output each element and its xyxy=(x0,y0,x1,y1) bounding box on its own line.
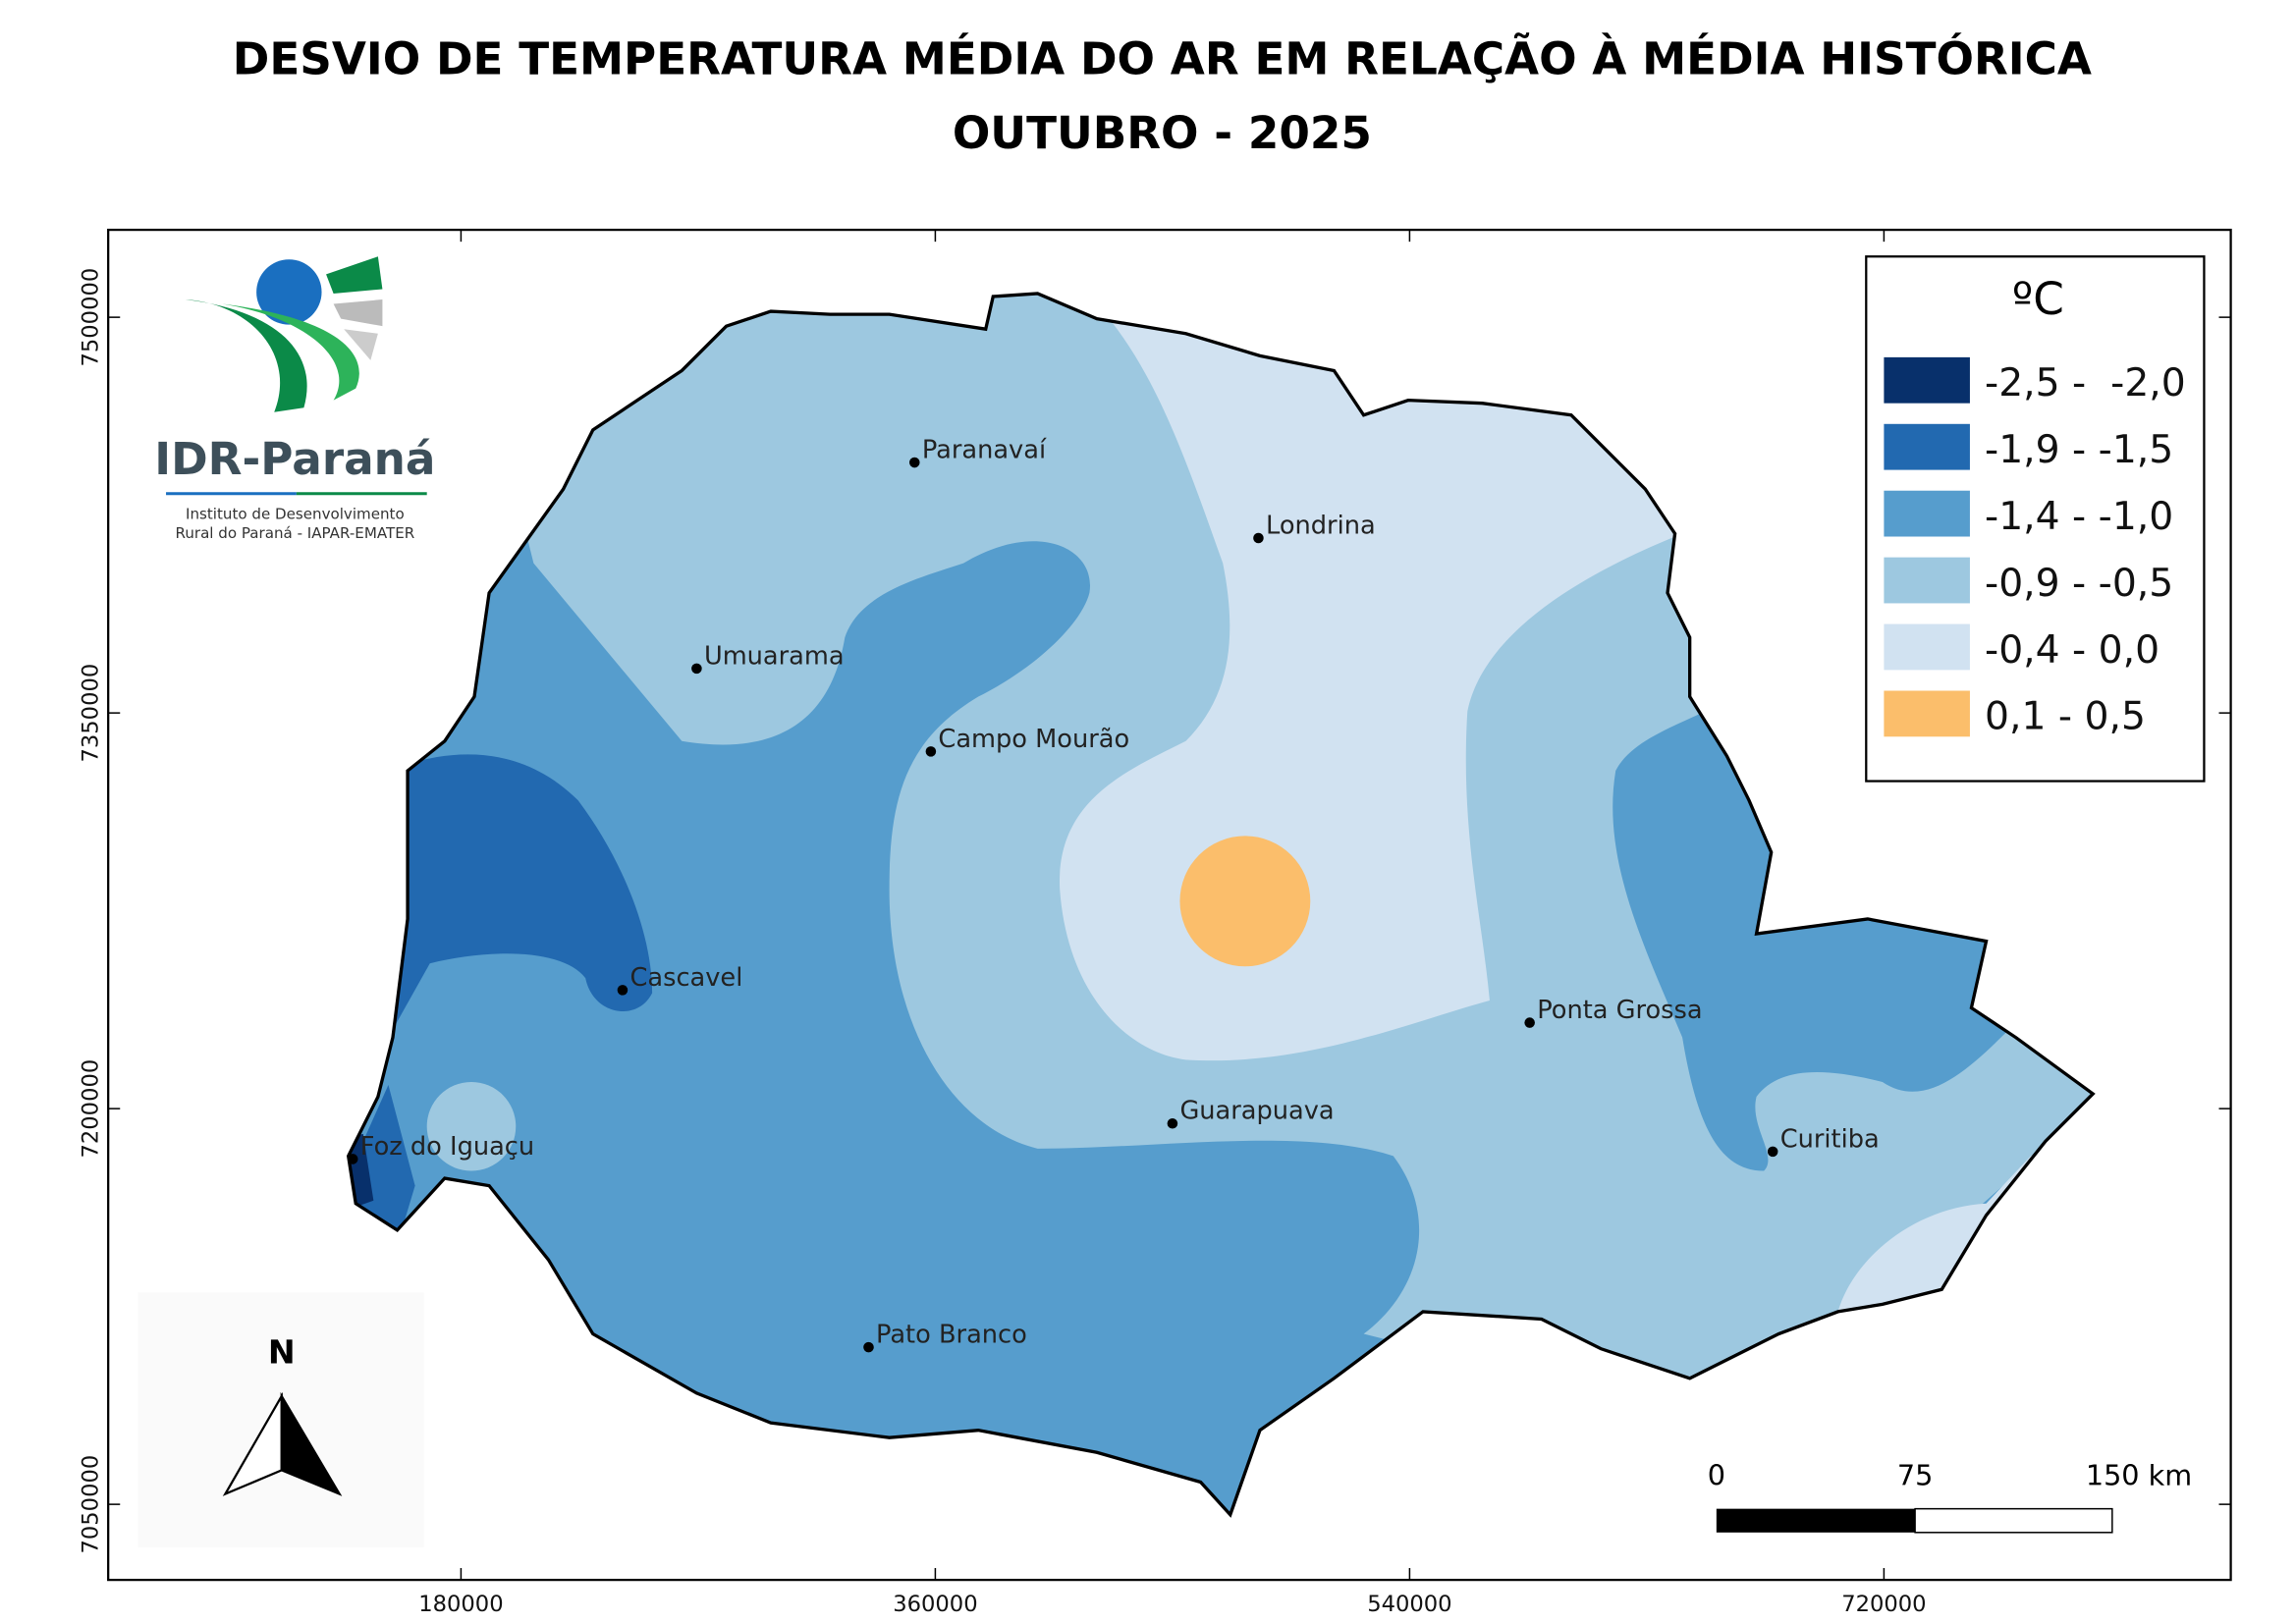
legend-label: -1,9 - -1,5 xyxy=(1985,428,2173,472)
legend-swatch xyxy=(1884,690,1970,737)
logo: IDR-Paraná Instituto de Desenvolvimento … xyxy=(154,256,435,542)
city-marker xyxy=(617,985,629,996)
city-label: Ponta Grossa xyxy=(1537,996,1702,1025)
legend-title: ºC xyxy=(2012,273,2064,325)
city-marker xyxy=(691,663,702,675)
scale-segment xyxy=(1716,1508,1916,1533)
north-arrow-right xyxy=(280,1391,343,1496)
city-marker xyxy=(1167,1117,1178,1129)
north-arrow: N xyxy=(137,1292,424,1547)
legend-swatch xyxy=(1884,423,1970,470)
logo-name: IDR-Paraná xyxy=(154,433,435,485)
city-label: Cascavel xyxy=(629,963,742,993)
legend-swatch xyxy=(1884,490,1970,537)
legend-label: -0,4 - 0,0 xyxy=(1985,628,2159,673)
city-label: Paranavaí xyxy=(922,436,1047,465)
city-marker xyxy=(1767,1146,1778,1158)
zone xyxy=(388,754,653,1038)
y-tick-label: 7200000 xyxy=(79,1059,104,1159)
scale-label: 75 xyxy=(1897,1459,1933,1492)
city-label: Londrina xyxy=(1266,511,1376,540)
legend-swatch xyxy=(1884,557,1970,604)
city-label: Pato Branco xyxy=(876,1321,1027,1350)
legend-label: -0,9 - -0,5 xyxy=(1985,562,2173,606)
city-label: Guarapuava xyxy=(1179,1097,1334,1126)
logo-arc xyxy=(333,299,383,327)
city-marker xyxy=(925,746,937,757)
zone xyxy=(355,1084,415,1245)
legend-label: -2,5 - -2,0 xyxy=(1985,361,2186,406)
x-tick-label: 540000 xyxy=(1367,1592,1451,1617)
city-marker xyxy=(347,1154,358,1164)
y-tick-label: 7350000 xyxy=(79,664,104,763)
y-tick-label: 7050000 xyxy=(79,1455,104,1554)
legend-label: -1,4 - -1,0 xyxy=(1985,495,2173,539)
x-tick-label: 720000 xyxy=(1841,1592,1926,1617)
scale-label: 0 xyxy=(1708,1459,1725,1492)
zone xyxy=(1179,836,1311,967)
logo-subtitle: Instituto de Desenvolvimento xyxy=(186,505,405,522)
title: DESVIO DE TEMPERATURA MÉDIA DO AR EM REL… xyxy=(233,33,2092,85)
subtitle: OUTUBRO - 2025 xyxy=(953,107,1372,159)
logo-arc xyxy=(326,256,383,294)
city-label: Curitiba xyxy=(1780,1124,1880,1154)
x-tick-label: 180000 xyxy=(418,1592,503,1617)
legend-label: 0,1 - 0,5 xyxy=(1985,695,2146,739)
scale-label: 150 km xyxy=(2086,1459,2192,1492)
scale-bar: 0 75 150 km xyxy=(1708,1459,2192,1534)
zone xyxy=(426,1081,517,1171)
city-marker xyxy=(1524,1017,1535,1028)
logo-arc xyxy=(222,303,359,401)
y-tick-label: 7500000 xyxy=(79,268,104,367)
north-label: N xyxy=(268,1333,296,1372)
city-label: Campo Mourão xyxy=(938,725,1129,754)
city-marker xyxy=(1253,532,1264,544)
map-frame xyxy=(107,228,2232,1582)
scale-segment xyxy=(1914,1507,2113,1534)
city-marker xyxy=(908,457,920,468)
logo-arc xyxy=(344,329,378,360)
legend-swatch xyxy=(1884,356,1970,404)
city-label: Umuarama xyxy=(704,641,845,671)
city-label: Foz do Iguaçu xyxy=(360,1132,534,1162)
x-tick-label: 360000 xyxy=(893,1592,977,1617)
logo-sphere xyxy=(256,259,322,325)
logo-arc xyxy=(185,299,307,412)
logo-subtitle: Rural do Paraná - IAPAR-EMATER xyxy=(176,524,415,542)
legend-swatch xyxy=(1884,623,1970,671)
city-marker xyxy=(863,1341,874,1353)
